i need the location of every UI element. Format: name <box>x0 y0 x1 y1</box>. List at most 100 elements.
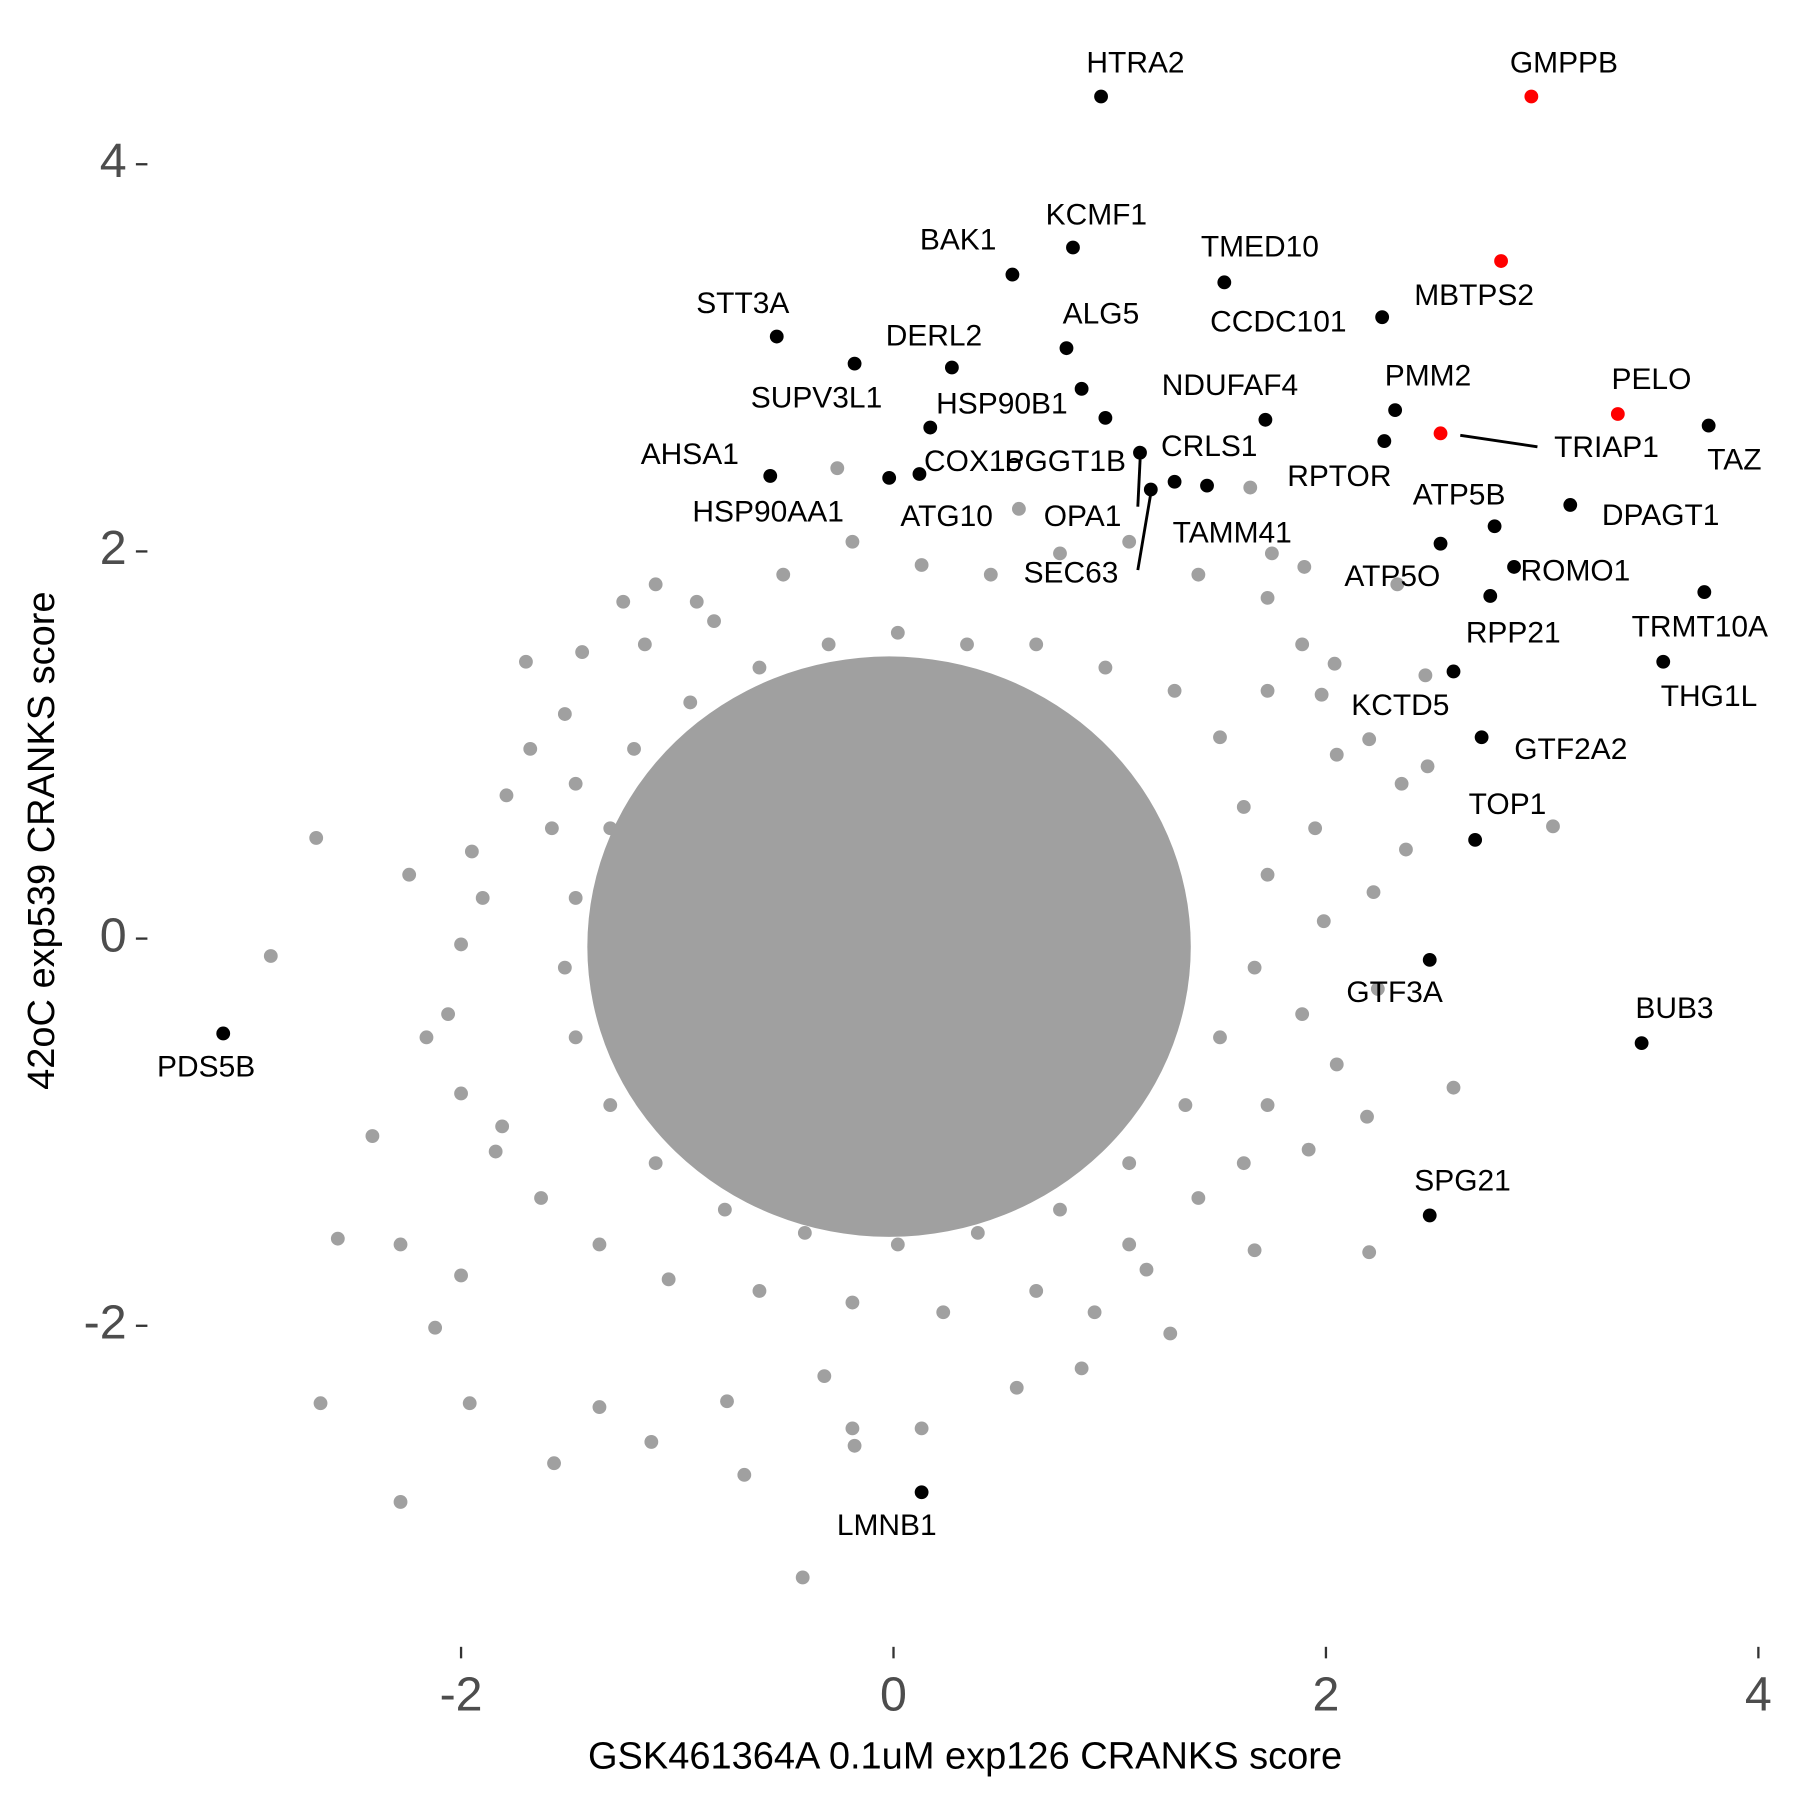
background-point <box>568 776 583 791</box>
background-point <box>1446 1080 1461 1095</box>
point-label: SUPV3L1 <box>751 382 882 415</box>
background-point <box>1191 1191 1206 1205</box>
x-tick-label: 4 <box>1745 1667 1772 1721</box>
background-point <box>1139 1262 1154 1277</box>
highlight-point <box>1098 410 1113 425</box>
point-label: DPAGT1 <box>1602 499 1720 532</box>
background-point <box>1053 546 1067 561</box>
background-point <box>547 1456 561 1471</box>
point-label: GMPPB <box>1510 46 1618 79</box>
highlight-point <box>1066 240 1080 255</box>
background-point <box>568 1030 583 1045</box>
background-point <box>330 1231 345 1246</box>
highlight-point <box>1507 560 1521 574</box>
highlight-point <box>1200 478 1214 493</box>
background-point <box>1053 1202 1067 1217</box>
background-point <box>393 1495 408 1509</box>
point-label: BUB3 <box>1635 992 1713 1025</box>
highlight-point <box>914 1485 929 1500</box>
highlight-point <box>1433 426 1448 441</box>
point-label: TAZ <box>1707 444 1761 477</box>
y-tick-label: -2 <box>84 1296 127 1350</box>
background-point <box>488 1144 503 1159</box>
point-label: THG1L <box>1661 680 1758 713</box>
background-point <box>1314 687 1329 702</box>
background-point <box>1029 637 1044 652</box>
background-point <box>1362 732 1377 747</box>
highlight-point <box>1656 654 1671 669</box>
highlight-point <box>1133 445 1147 460</box>
highlight-point <box>1487 519 1502 534</box>
background-point <box>499 788 514 803</box>
background-point <box>1297 560 1312 574</box>
background-point <box>890 625 905 640</box>
background-point <box>1546 819 1560 834</box>
background-point <box>936 1305 951 1320</box>
highlight-point <box>944 360 959 375</box>
highlight-point <box>769 329 784 344</box>
background-point <box>661 1272 676 1287</box>
background-point <box>1329 1057 1344 1072</box>
highlight-point <box>912 467 927 481</box>
background-point <box>454 1086 468 1101</box>
background-point <box>534 1191 548 1205</box>
background-point <box>1308 821 1323 836</box>
leader-line <box>1136 459 1142 507</box>
point-label: STT3A <box>696 287 789 320</box>
highlight-point <box>1610 407 1625 421</box>
highlight-point <box>847 356 862 371</box>
background-point <box>393 1237 408 1252</box>
background-point <box>1087 1305 1102 1320</box>
background-point <box>557 707 572 721</box>
point-label: NDUFAF4 <box>1162 369 1298 402</box>
background-point <box>592 1237 607 1252</box>
background-point <box>821 637 836 652</box>
background-point <box>1213 730 1227 745</box>
background-point <box>845 1421 860 1436</box>
background-point <box>914 1421 929 1436</box>
background-point <box>263 949 278 963</box>
background-point <box>1394 776 1409 791</box>
highlight-point <box>1143 482 1158 497</box>
highlight-point <box>1375 310 1390 325</box>
background-point <box>1366 885 1381 900</box>
background-point <box>627 741 641 756</box>
highlight-point <box>1494 254 1508 268</box>
highlight-point <box>1005 267 1020 282</box>
background-point <box>1260 590 1275 605</box>
x-tick-label: -2 <box>440 1667 483 1721</box>
background-point <box>1122 1156 1137 1171</box>
background-point <box>1167 683 1182 698</box>
background-point <box>1420 759 1435 774</box>
point-label: KCMF1 <box>1046 198 1147 231</box>
background-point <box>402 867 417 882</box>
background-point <box>1260 867 1275 882</box>
point-label: ALG5 <box>1063 297 1140 330</box>
background-point <box>462 1396 477 1411</box>
highlight-point <box>763 469 778 483</box>
x-tick-label: 2 <box>1312 1667 1339 1721</box>
background-point <box>568 891 583 905</box>
background-point <box>428 1320 443 1335</box>
point-label: TRMT10A <box>1632 611 1768 644</box>
background-point <box>644 1435 659 1449</box>
point-label: GTF2A2 <box>1514 733 1627 766</box>
background-point <box>648 1156 663 1171</box>
highlight-point <box>1094 89 1108 104</box>
highlight-point <box>1377 434 1392 448</box>
highlight-point <box>882 470 897 485</box>
density-cloud <box>587 656 1191 1237</box>
point-label: ATP5B <box>1413 478 1506 511</box>
highlight-point <box>1059 341 1074 356</box>
background-point <box>454 937 468 952</box>
highlight-point <box>1388 403 1403 418</box>
y-tick-label: 4 <box>100 134 127 188</box>
highlight-point <box>1524 89 1539 104</box>
x-axis-title: GSK461364A 0.1uM exp126 CRANKS score <box>588 1736 1342 1778</box>
point-label: BAK1 <box>920 224 997 257</box>
background-point <box>1247 1243 1262 1258</box>
background-point <box>689 594 704 609</box>
point-label: ATG10 <box>900 500 993 533</box>
background-point <box>795 1570 810 1585</box>
